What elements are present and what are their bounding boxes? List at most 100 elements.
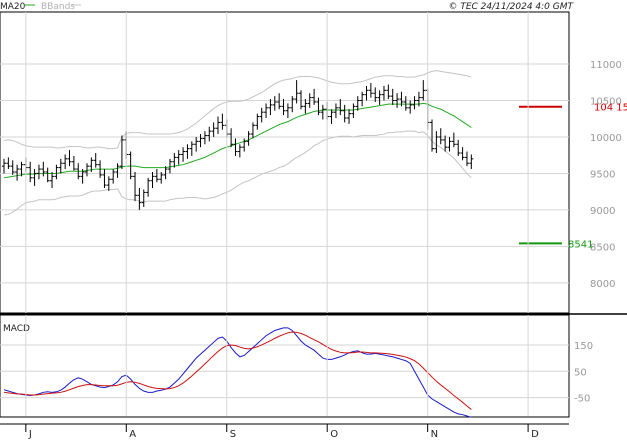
ohlc-bar [416, 91, 421, 107]
ohlc-bar [102, 169, 107, 189]
ohlc-bar [355, 96, 360, 111]
ohlc-bar [250, 122, 255, 139]
ohlc-bar [233, 138, 238, 156]
ohlc-bar [141, 189, 146, 207]
ohlc-bar [351, 103, 356, 119]
ohlc-bar [360, 91, 365, 107]
ohlc-bar [290, 96, 295, 113]
ohlc-bar [93, 153, 98, 168]
ohlc-bar [2, 158, 6, 174]
month-label: O [330, 429, 338, 440]
ohlc-bar [45, 167, 50, 183]
ohlc-bar [246, 131, 251, 146]
ohlc-bar [133, 171, 138, 202]
ohlc-bar [364, 85, 369, 101]
ohlc-bar [159, 171, 164, 184]
ohlc-bar [395, 93, 400, 108]
ohlc-bar [137, 188, 142, 210]
ohlc-bar [202, 131, 207, 145]
support-label: 8541 [568, 239, 593, 250]
ohlc-bar [320, 104, 325, 120]
ohlc-bar [298, 90, 303, 110]
ohlc-bar [76, 163, 81, 180]
ohlc-bar [285, 103, 290, 119]
ohlc-bar [434, 131, 439, 154]
ohlc-bar [36, 164, 41, 180]
ohlc-bar [403, 96, 408, 111]
ohlc-bar [111, 169, 116, 184]
price-panel-frame [0, 11, 570, 314]
ohlc-bar [207, 126, 212, 142]
ohlc-bar [333, 103, 338, 119]
bollinger-lower-line [3, 130, 472, 216]
ohlc-bar [106, 176, 111, 191]
ohlc-bar [194, 136, 199, 152]
ohlc-bar [451, 132, 456, 148]
price-tick-label: 9500 [590, 169, 615, 180]
ohlc-bar [28, 161, 33, 183]
ohlc-bar [154, 169, 159, 183]
ohlc-bar [41, 161, 46, 177]
price-tick-label: 8000 [590, 279, 615, 290]
price-tick-label: 10000 [590, 133, 622, 144]
ohlc-bar [172, 153, 177, 168]
ohlc-bar [54, 164, 59, 180]
ohlc-bar [272, 96, 277, 111]
ohlc-bar [211, 122, 216, 137]
macd-tick-label: 50 [574, 367, 587, 378]
ohlc-bar [198, 134, 203, 148]
ohlc-bar [163, 166, 168, 180]
month-label: N [431, 429, 438, 440]
ohlc-bar [347, 109, 352, 124]
ohlc-bar [128, 151, 133, 180]
macd-tick-label: 150 [574, 341, 593, 352]
ohlc-bar [443, 135, 448, 152]
ohlc-bar [390, 88, 395, 105]
macd-tick-label: -50 [574, 394, 590, 405]
ohlc-bar [10, 160, 15, 175]
ohlc-bar [176, 150, 181, 165]
ohlc-bar [277, 93, 282, 110]
ohlc-bar [408, 100, 413, 114]
ohlc-bar [381, 85, 386, 101]
ohlc-bar [430, 119, 435, 152]
ohlc-bar [377, 90, 382, 105]
macd-title: MACD [3, 324, 30, 334]
ohlc-bar [181, 147, 186, 162]
ohlc-bar [447, 136, 452, 152]
ohlc-bar [58, 158, 63, 174]
ohlc-bar [119, 135, 124, 170]
ohlc-bar [185, 144, 190, 159]
ohlc-bar [303, 99, 308, 114]
ohlc-bar [464, 151, 469, 167]
ohlc-bar [229, 128, 234, 148]
resistance-label: 104 15 [594, 103, 627, 114]
macd-panel-frame [0, 314, 570, 418]
ohlc-bar [67, 150, 72, 167]
ohlc-bar [329, 109, 334, 124]
ohlc-bar [294, 80, 299, 104]
ohlc-bar [412, 96, 417, 110]
ma-legend-label: MA20 [0, 2, 26, 12]
ohlc-bar [50, 171, 55, 189]
ohlc-bar [259, 107, 264, 123]
ohlc-bar [216, 116, 221, 135]
ohlc-bar [342, 104, 347, 123]
ohlc-bar [338, 99, 343, 116]
ohlc-bar [386, 84, 391, 100]
ohlc-bar [63, 154, 68, 170]
price-tick-label: 10500 [590, 97, 622, 108]
month-label: J [28, 429, 32, 440]
ohlc-bar [19, 161, 24, 177]
ohlc-bar [150, 171, 155, 189]
ohlc-bar [312, 88, 317, 105]
ohlc-bar [469, 154, 474, 170]
price-tick-label: 9000 [590, 206, 615, 217]
ohlc-bar [80, 169, 85, 184]
ohlc-bar [84, 163, 89, 177]
signal-line [3, 331, 472, 410]
ohlc-bar [98, 160, 103, 178]
ohlc-bar [438, 128, 443, 145]
ohlc-bar [89, 157, 94, 172]
ohlc-bar [373, 87, 378, 102]
